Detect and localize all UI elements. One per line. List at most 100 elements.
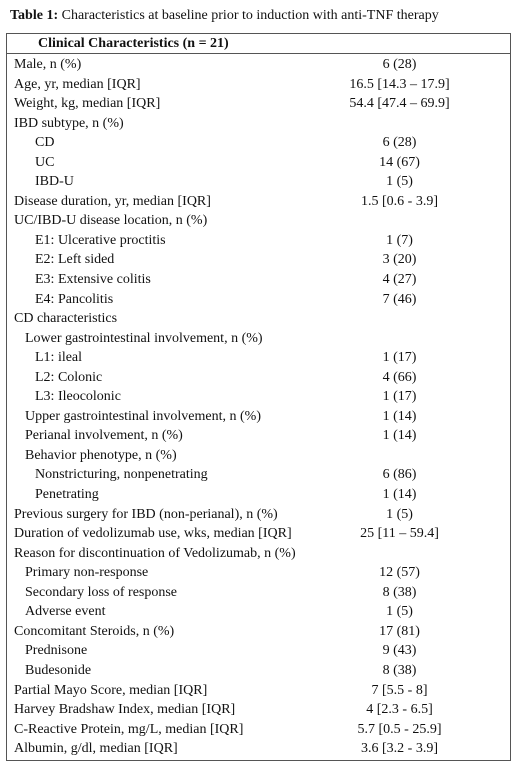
row-value: 1 (5) bbox=[386, 604, 413, 620]
row-value: 3.6 [3.2 - 3.9] bbox=[361, 741, 438, 757]
row-label: Partial Mayo Score, median [IQR] bbox=[14, 682, 208, 698]
table-row: L2: Colonic 4 (66) bbox=[7, 368, 510, 388]
row-label: E2: Left sided bbox=[35, 252, 115, 268]
table-row: E3: Extensive colitis 4 (27) bbox=[7, 270, 510, 290]
table-row: CD characteristics bbox=[7, 309, 510, 329]
table-row: Reason for discontinuation of Vedolizuma… bbox=[7, 544, 510, 564]
row-label: Behavior phenotype, n (%) bbox=[25, 447, 177, 463]
table-row: L3: Ileocolonic 1 (17) bbox=[7, 387, 510, 407]
row-value: 8 (38) bbox=[382, 662, 417, 678]
row-value: 25 [11 – 59.4] bbox=[360, 526, 439, 542]
table-header-title: Clinical Characteristics (n = 21) bbox=[38, 36, 229, 51]
row-value: 8 (38) bbox=[382, 584, 417, 600]
table-body: Male, n (%) 6 (28) Age, yr, median [IQR] 16… bbox=[7, 55, 510, 759]
table-header: Clinical Characteristics (n = 21) bbox=[7, 34, 510, 54]
row-label: Weight, kg, median [IQR] bbox=[14, 96, 161, 112]
row-label: Concomitant Steroids, n (%) bbox=[14, 623, 175, 639]
row-label: Perianal involvement, n (%) bbox=[25, 428, 183, 444]
row-label: Nonstricturing, nonpenetrating bbox=[35, 467, 208, 483]
row-label: Secondary loss of response bbox=[25, 584, 178, 600]
row-label: Reason for discontinuation of Vedolizuma… bbox=[14, 545, 296, 561]
table-row: Penetrating 1 (14) bbox=[7, 485, 510, 505]
row-label: UC/IBD-U disease location, n (%) bbox=[14, 213, 208, 229]
row-label: L2: Colonic bbox=[35, 369, 103, 385]
row-value: 1 (5) bbox=[386, 506, 413, 522]
table-row: Previous surgery for IBD (non-perianal),… bbox=[7, 505, 510, 525]
table-row: Concomitant Steroids, n (%) 17 (81) bbox=[7, 622, 510, 642]
row-label: C-Reactive Protein, mg/L, median [IQR] bbox=[14, 721, 244, 737]
row-value: 1 (5) bbox=[386, 174, 413, 190]
row-value: 1 (14) bbox=[382, 408, 417, 424]
table-row: Weight, kg, median [IQR] 54.4 [47.4 – 69.… bbox=[7, 94, 510, 114]
row-label: Male, n (%) bbox=[14, 57, 82, 72]
row-label: Disease duration, yr, median [IQR] bbox=[14, 193, 211, 209]
row-label: L1: ileal bbox=[35, 350, 83, 366]
row-label: Primary non-response bbox=[25, 565, 149, 581]
row-label: L3: Ileocolonic bbox=[35, 389, 121, 405]
row-label: IBD subtype, n (%) bbox=[14, 115, 124, 131]
table-row: Lower gastrointestinal involvement, n (%… bbox=[7, 329, 510, 349]
row-value: 12 (57) bbox=[379, 565, 420, 581]
row-value: 4 (66) bbox=[382, 369, 417, 385]
table-row: Disease duration, yr, median [IQR] 1.5 [0… bbox=[7, 192, 510, 212]
row-label: E4: Pancolitis bbox=[35, 291, 114, 307]
table-caption: Table 1: Characteristics at baseline pri… bbox=[10, 7, 439, 25]
row-label: Age, yr, median [IQR] bbox=[14, 76, 141, 92]
row-value: 1 (17) bbox=[382, 389, 417, 405]
table-row: L1: ileal 1 (17) bbox=[7, 348, 510, 368]
table-row: Upper gastrointestinal involvement, n (%… bbox=[7, 407, 510, 427]
row-label: Adverse event bbox=[25, 604, 106, 620]
row-value: 5.7 [0.5 - 25.9] bbox=[357, 721, 442, 737]
table-row: Primary non-response 12 (57) bbox=[7, 563, 510, 583]
row-value: 7 [5.5 - 8] bbox=[371, 682, 428, 698]
row-value: 1 (7) bbox=[386, 232, 413, 248]
row-label: Albumin, g/dl, median [IQR] bbox=[14, 741, 178, 757]
characteristics-table: Clinical Characteristics (n = 21) Male, … bbox=[6, 33, 511, 761]
table-row: Adverse event 1 (5) bbox=[7, 602, 510, 622]
table-row: Male, n (%) 6 (28) bbox=[7, 55, 510, 75]
row-label: UC bbox=[35, 154, 55, 170]
table-row: CD 6 (28) bbox=[7, 133, 510, 153]
row-value: 1 (14) bbox=[382, 428, 417, 444]
table-row: Perianal involvement, n (%) 1 (14) bbox=[7, 426, 510, 446]
row-value: 14 (67) bbox=[379, 154, 420, 170]
row-label: CD characteristics bbox=[14, 311, 118, 327]
row-label: Penetrating bbox=[35, 487, 99, 503]
row-value: 1.5 [0.6 - 3.9] bbox=[361, 193, 438, 209]
table-row: C-Reactive Protein, mg/L, median [IQR] 5.… bbox=[7, 720, 510, 740]
row-label: IBD-U bbox=[35, 174, 74, 190]
row-label: E3: Extensive colitis bbox=[35, 272, 151, 288]
row-label: CD bbox=[35, 135, 55, 151]
table-row: Nonstricturing, nonpenetrating 6 (86) bbox=[7, 465, 510, 485]
row-value: 6 (28) bbox=[382, 135, 417, 151]
row-label: Harvey Bradshaw Index, median [IQR] bbox=[14, 702, 236, 718]
table-row: Budesonide 8 (38) bbox=[7, 661, 510, 681]
row-value: 7 (46) bbox=[382, 291, 417, 307]
table-row: E4: Pancolitis 7 (46) bbox=[7, 290, 510, 310]
row-label: E1: Ulcerative proctitis bbox=[35, 232, 166, 248]
row-value: 6 (28) bbox=[382, 57, 417, 72]
row-value: 4 (27) bbox=[382, 272, 417, 288]
row-label: Duration of vedolizumab use, wks, median… bbox=[14, 526, 292, 542]
table-row: IBD subtype, n (%) bbox=[7, 114, 510, 134]
table-row: UC/IBD-U disease location, n (%) bbox=[7, 211, 510, 231]
table-row: Albumin, g/dl, median [IQR] 3.6 [3.2 - 3.… bbox=[7, 739, 510, 759]
row-value: 4 [2.3 - 6.5] bbox=[366, 702, 433, 718]
row-value: 6 (86) bbox=[382, 467, 417, 483]
row-value: 17 (81) bbox=[379, 623, 420, 639]
table-row: Harvey Bradshaw Index, median [IQR] 4 [2.… bbox=[7, 700, 510, 720]
row-value: 16.5 [14.3 – 17.9] bbox=[349, 76, 450, 92]
table-row: E2: Left sided 3 (20) bbox=[7, 250, 510, 270]
row-value: 9 (43) bbox=[382, 643, 417, 659]
table-row: E1: Ulcerative proctitis 1 (7) bbox=[7, 231, 510, 251]
table-row: Partial Mayo Score, median [IQR] 7 [5.5 -… bbox=[7, 681, 510, 701]
row-label: Previous surgery for IBD (non-perianal),… bbox=[14, 506, 278, 522]
table-row: Behavior phenotype, n (%) bbox=[7, 446, 510, 466]
row-label: Upper gastrointestinal involvement, n (%… bbox=[25, 408, 261, 424]
row-value: 1 (17) bbox=[382, 350, 417, 366]
table-row: Secondary loss of response 8 (38) bbox=[7, 583, 510, 603]
table-row: UC 14 (67) bbox=[7, 153, 510, 173]
table-caption-text: Characteristics at baseline prior to ind… bbox=[61, 8, 439, 23]
table-row: Prednisone 9 (43) bbox=[7, 641, 510, 661]
